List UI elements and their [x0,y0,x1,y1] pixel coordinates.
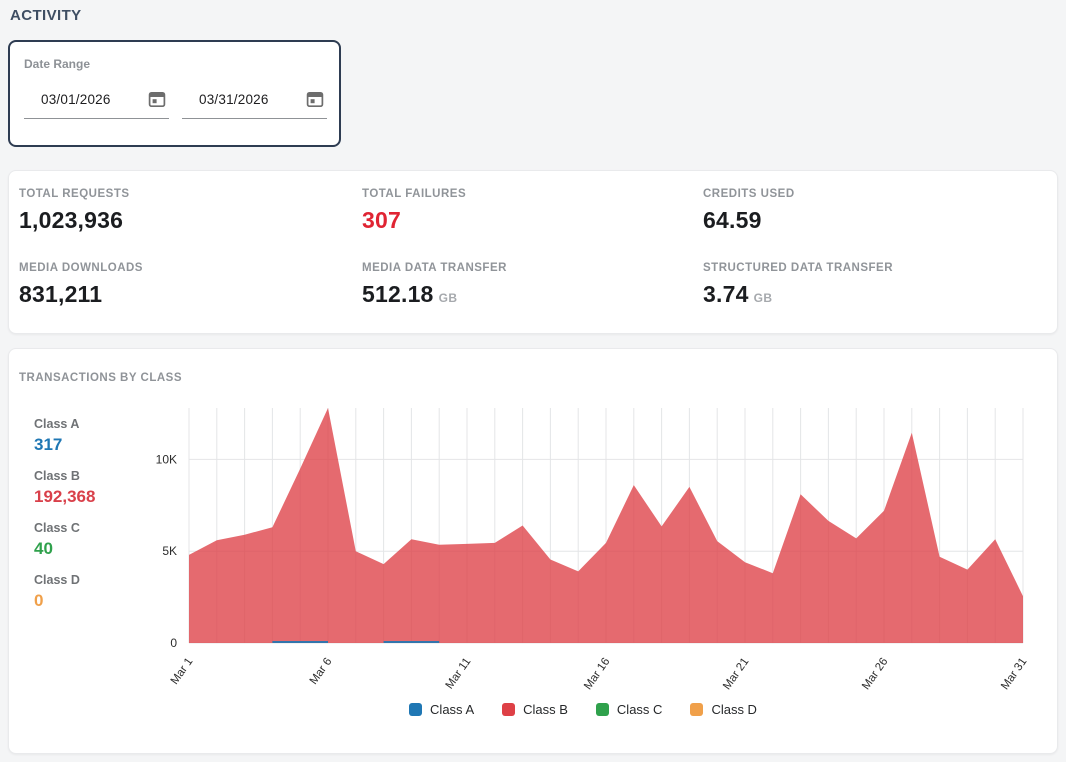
stat-total-failures: TOTAL FAILURES 307 [362,188,466,234]
transactions-area-chart[interactable]: 0 5K 10K Mar 1 Mar 6 Mar 11 Mar 16 Mar 21 Mar 26… [9,349,1059,695]
stat-value: 1,023,936 [19,207,124,233]
class-c-total: 40 [34,539,53,558]
stat-label: MEDIA DATA TRANSFER [362,262,507,274]
calendar-icon[interactable] [148,90,166,108]
stat-label: STRUCTURED DATA TRANSFER [703,262,894,274]
stat-credits-used: CREDITS USED 64.59 [703,188,795,234]
usage-stats-card: TOTAL REQUESTS 1,023,936 TOTAL FAILURES … [8,170,1058,334]
chart-legend: Class A Class B Class C Class D [109,702,1057,717]
end-date-input[interactable]: 03/31/2026 [182,90,327,119]
stat-value: 3.74 GB [703,281,773,307]
stat-label: TOTAL REQUESTS [19,188,130,200]
start-date-value[interactable]: 03/01/2026 [41,91,111,107]
svg-text:Mar 6: Mar 6 [308,656,335,687]
stat-value: 831,211 [19,281,103,307]
class-summary-item-d: Class D 0 [34,573,95,611]
stat-value: 307 [362,207,401,233]
date-range-inputs: 03/01/2026 03/31/2026 [24,90,327,119]
class-d-swatch [690,703,704,716]
transactions-by-class-card: TRANSACTIONS BY CLASS Class A 317 Class … [8,348,1058,754]
svg-text:Mar 16: Mar 16 [582,656,612,692]
stat-label: MEDIA DOWNLOADS [19,262,143,274]
svg-text:5K: 5K [162,544,177,558]
page-title: ACTIVITY [10,7,82,24]
svg-text:Mar 21: Mar 21 [721,656,751,692]
class-b-swatch [502,703,516,716]
legend-item-class-a[interactable]: Class A [409,702,474,717]
legend-item-class-b[interactable]: Class B [502,702,568,717]
date-range-label: Date Range [24,57,91,71]
legend-label: Class A [430,702,475,717]
class-summary-item-a: Class A 317 [34,417,95,455]
svg-text:Mar 11: Mar 11 [444,656,474,692]
class-b-label: Class B [34,469,80,483]
calendar-icon[interactable] [306,90,324,108]
class-a-swatch [409,703,423,716]
end-date-value[interactable]: 03/31/2026 [199,91,269,107]
class-summary-item-b: Class B 192,368 [34,469,95,507]
class-summary: Class A 317 Class B 192,368 Class C 40 C… [34,417,95,625]
svg-text:0: 0 [170,636,177,650]
class-a-total: 317 [34,435,63,454]
stat-media-data-transfer: MEDIA DATA TRANSFER 512.18 GB [362,262,507,308]
svg-text:Mar 1: Mar 1 [169,656,196,687]
class-d-total: 0 [34,591,44,610]
legend-label: Class D [711,702,757,717]
class-c-swatch [595,703,609,716]
date-range-card: Date Range 03/01/2026 03/31/2026 [8,40,341,147]
class-summary-item-c: Class C 40 [34,521,95,559]
y-axis-labels: 0 5K 10K [156,452,178,650]
legend-item-class-d[interactable]: Class D [690,702,757,717]
stat-label: TOTAL FAILURES [362,188,467,200]
legend-label: Class B [523,702,568,717]
svg-text:Mar 26: Mar 26 [860,656,890,692]
svg-text:10K: 10K [156,452,177,466]
stat-label: CREDITS USED [703,188,795,200]
stat-unit: GB [753,291,773,305]
stat-media-downloads: MEDIA DOWNLOADS 831,211 [19,262,143,308]
class-a-label: Class A [34,417,80,431]
svg-text:Mar 31: Mar 31 [999,656,1029,692]
chart-title: TRANSACTIONS BY CLASS [19,372,182,384]
stat-value: 64.59 [703,207,762,233]
legend-label: Class C [616,702,663,717]
stat-total-requests: TOTAL REQUESTS 1,023,936 [19,188,130,234]
class-b-total: 192,368 [34,487,96,506]
x-axis-labels: Mar 1 Mar 6 Mar 11 Mar 16 Mar 21 Mar 26 Mar 31 [169,656,1030,692]
legend-item-class-c[interactable]: Class C [595,702,663,717]
stat-value: 512.18 GB [362,281,458,307]
start-date-input[interactable]: 03/01/2026 [24,90,169,119]
class-d-label: Class D [34,573,80,587]
class-b-area-series[interactable] [189,408,1023,643]
stat-structured-data-transfer: STRUCTURED DATA TRANSFER 3.74 GB [703,262,893,308]
stat-unit: GB [438,291,458,305]
class-c-label: Class C [34,521,80,535]
